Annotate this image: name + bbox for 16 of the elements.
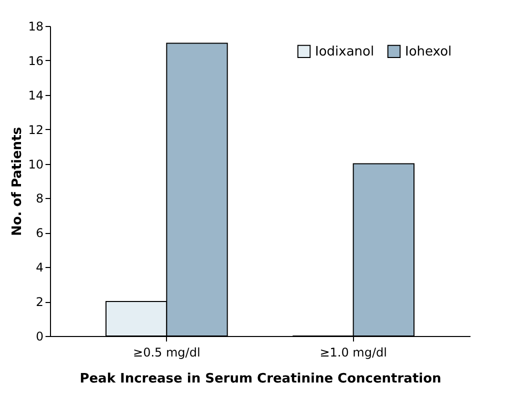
y-tick-label: 2 [36,295,44,310]
y-tick-label: 18 [28,20,44,34]
y-tick-label: 6 [36,226,44,240]
legend-label: Iohexol [405,44,452,60]
x-tick-label: ≥1.0 mg/dl [320,346,387,360]
y-tick-label: 12 [28,122,44,137]
y-tick-label: 0 [36,330,44,344]
y-tick-label: 8 [36,192,44,206]
y-tick-label: 14 [28,88,44,102]
legend-label: Iodixanol [315,44,374,60]
x-axis-title: Peak Increase in Serum Creatinine Concentration [80,372,442,386]
y-axis-title: No. of Patients [10,126,26,236]
y-tick-label: 10 [28,157,44,172]
y-tick-label: 16 [28,54,44,68]
x-tick-label: ≥0.5 mg/dl [133,346,200,360]
y-tick-label: 4 [36,260,44,275]
